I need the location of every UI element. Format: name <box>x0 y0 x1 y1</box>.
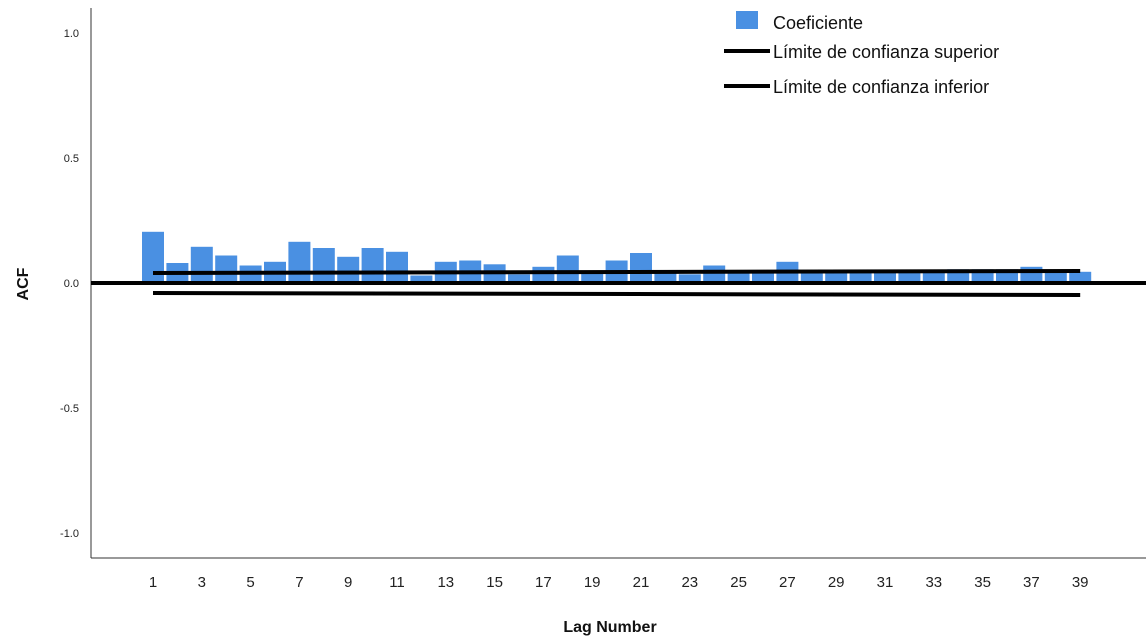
acf-bar <box>142 231 164 284</box>
upper-confidence-line <box>152 269 1081 275</box>
legend-swatch-coeficiente <box>736 11 758 29</box>
acf-bar <box>630 253 652 283</box>
legend-label-upper: Límite de confianza superior <box>773 42 999 62</box>
legend: Coeficiente Límite de confianza superior… <box>724 11 999 97</box>
acf-bar <box>1069 271 1092 284</box>
acf-bar <box>556 255 579 283</box>
confidence-lines <box>152 269 1081 297</box>
acf-bar <box>874 271 896 284</box>
acf-bar <box>508 274 530 284</box>
acf-bar <box>337 256 360 284</box>
x-tick-label: 35 <box>974 574 991 591</box>
x-tick-label: 5 <box>246 574 254 591</box>
legend-label-lower: Límite de confianza inferior <box>773 77 989 97</box>
y-tick-label: 0.0 <box>64 278 79 290</box>
x-tick-label: 29 <box>828 574 845 591</box>
x-tick-label: 27 <box>779 574 796 591</box>
acf-bar <box>678 274 701 284</box>
acf-bar <box>288 241 311 284</box>
acf-bar <box>312 248 335 283</box>
x-tick-label: 3 <box>198 574 206 591</box>
x-tick-label: 23 <box>681 574 698 591</box>
acf-bar <box>215 255 238 283</box>
acf-bar <box>361 248 384 283</box>
acf-bar <box>703 265 726 283</box>
y-tick-label: 0.5 <box>64 153 79 165</box>
y-tick-label: 1.0 <box>64 28 79 40</box>
x-tick-label: 9 <box>344 574 352 591</box>
acf-bar <box>386 251 408 284</box>
acf-bar <box>654 271 677 284</box>
acf-bar <box>898 270 921 283</box>
acf-bar <box>825 273 848 283</box>
y-tick-label: -0.5 <box>60 403 79 415</box>
acf-bar <box>752 273 774 283</box>
legend-label-coeficiente: Coeficiente <box>773 13 863 33</box>
y-tick-label: -1.0 <box>60 528 79 540</box>
x-tick-labels: 1 3 5 7 9 11 13 15 17 19 21 23 25 27 29 31 33 35 37 39 <box>149 574 1089 591</box>
x-tick-label: 15 <box>486 574 503 591</box>
x-tick-label: 1 <box>149 574 157 591</box>
y-axis-label: ACF <box>15 267 32 300</box>
x-axis-label: Lag Number <box>563 619 656 636</box>
x-tick-label: 13 <box>437 574 454 591</box>
acf-bar <box>1044 270 1067 283</box>
acf-bar <box>581 271 604 284</box>
x-tick-label: 33 <box>925 574 942 591</box>
x-tick-label: 25 <box>730 574 747 591</box>
acf-bar <box>849 273 872 283</box>
x-tick-label: 7 <box>295 574 303 591</box>
y-tick-labels: 1.0 0.5 0.0 -0.5 -1.0 <box>60 28 79 540</box>
x-tick-label: 31 <box>877 574 894 591</box>
x-tick-label: 37 <box>1023 574 1040 591</box>
acf-bar <box>800 273 823 283</box>
bar-series <box>142 231 1092 284</box>
acf-bar <box>410 275 433 283</box>
x-tick-label: 11 <box>389 574 405 591</box>
lower-confidence-line <box>152 291 1081 297</box>
x-tick-label: 39 <box>1072 574 1089 591</box>
acf-bar <box>922 270 945 283</box>
x-tick-label: 21 <box>633 574 650 591</box>
acf-bar <box>532 266 555 284</box>
x-tick-label: 19 <box>584 574 601 591</box>
acf-bar <box>190 246 213 284</box>
x-tick-label: 17 <box>535 574 552 591</box>
